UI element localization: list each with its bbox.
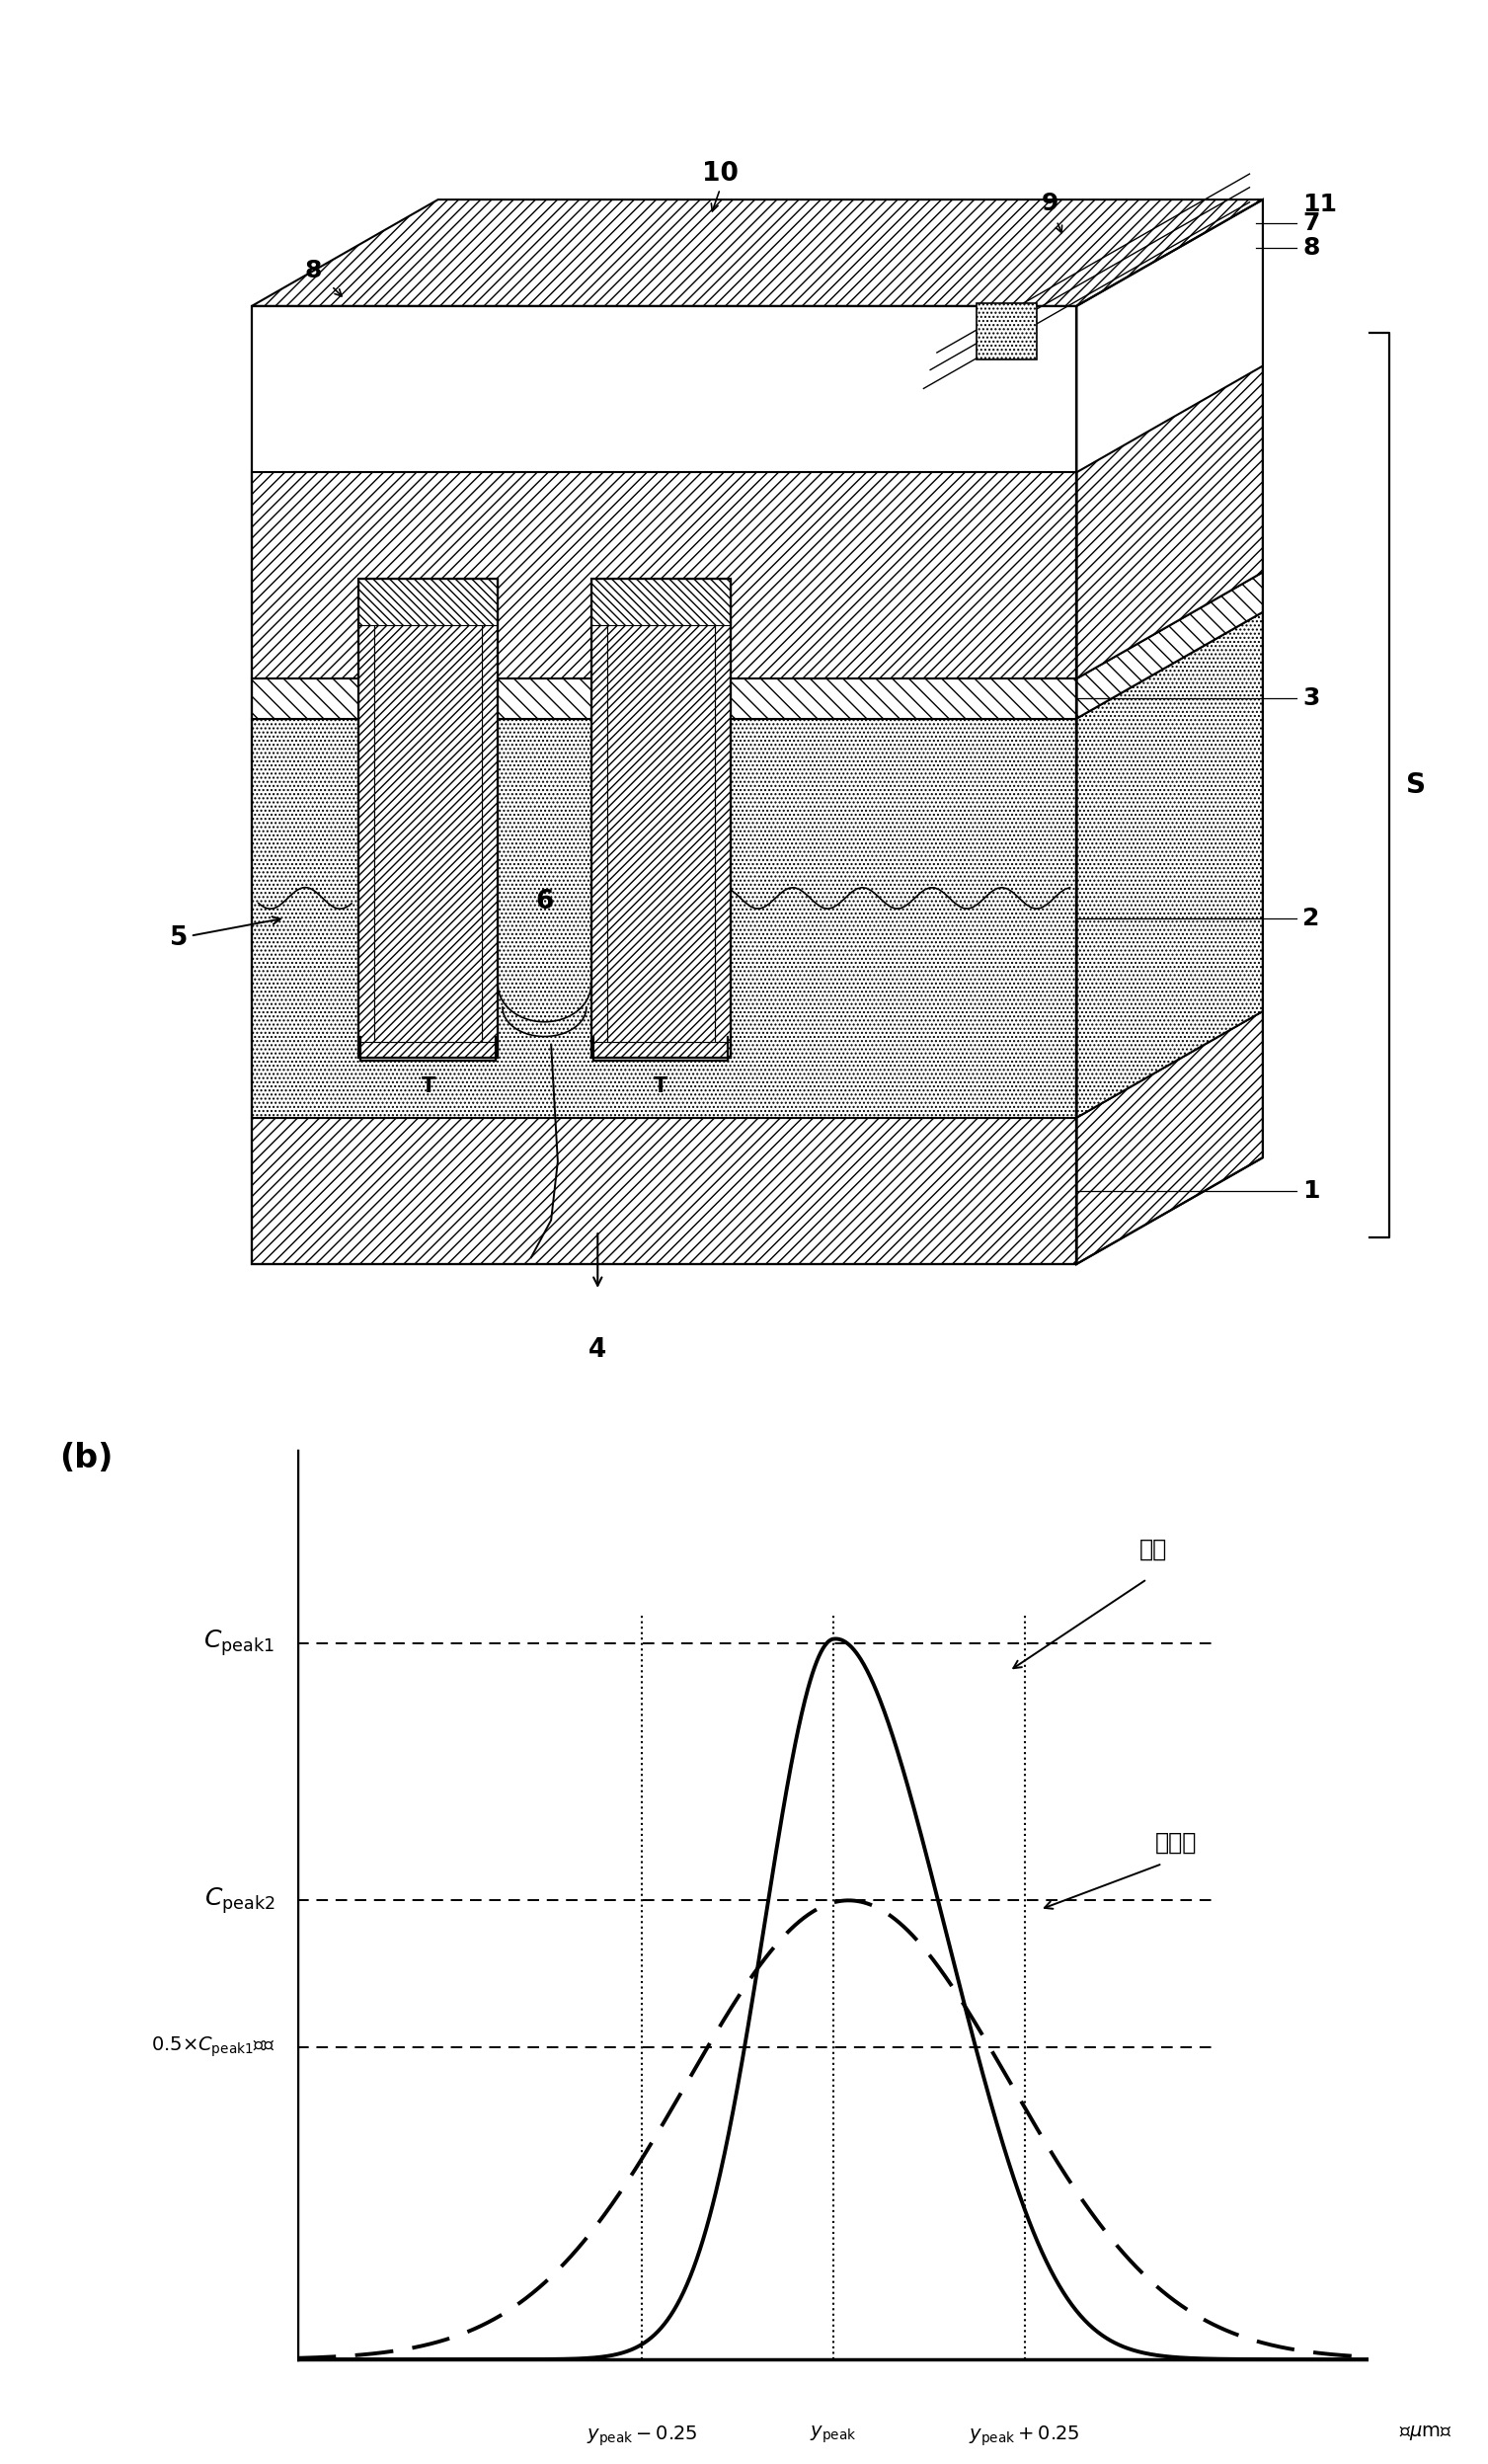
Bar: [359, 579, 498, 1057]
Bar: [976, 303, 1037, 360]
Text: 6: 6: [536, 890, 554, 914]
Text: (b): (b): [60, 1441, 113, 1473]
Text: （$\mu$m）: （$\mu$m）: [1400, 2425, 1452, 2442]
Text: 0.5×$C_{\rm peak1}$未満: 0.5×$C_{\rm peak1}$未満: [150, 2035, 275, 2060]
Polygon shape: [714, 579, 731, 1057]
Text: 8: 8: [1302, 237, 1320, 259]
Polygon shape: [1077, 611, 1263, 1119]
Text: 3: 3: [1302, 687, 1320, 710]
Polygon shape: [251, 473, 1077, 678]
Polygon shape: [1077, 1010, 1263, 1264]
Text: 8: 8: [305, 259, 323, 281]
Text: 9: 9: [1042, 192, 1058, 214]
Text: 11: 11: [1302, 192, 1338, 217]
Text: 7: 7: [1302, 212, 1320, 234]
Text: $y_{\rm peak}$: $y_{\rm peak}$: [809, 2425, 857, 2444]
Bar: [591, 579, 731, 1057]
Polygon shape: [1077, 572, 1263, 719]
Polygon shape: [359, 579, 373, 1057]
Text: 4: 4: [589, 1338, 607, 1363]
Text: $C_{\rm peak2}$: $C_{\rm peak2}$: [204, 1885, 275, 1915]
Text: 1: 1: [1302, 1178, 1320, 1202]
Polygon shape: [251, 1119, 1077, 1264]
Text: T: T: [421, 1077, 434, 1096]
Text: $y_{\rm peak}+0.25$: $y_{\rm peak}+0.25$: [969, 2425, 1080, 2447]
Text: T: T: [653, 1077, 668, 1096]
Polygon shape: [482, 579, 498, 1057]
Polygon shape: [591, 579, 731, 626]
Polygon shape: [359, 1042, 498, 1057]
Polygon shape: [251, 678, 1077, 719]
Text: 2: 2: [1302, 907, 1320, 929]
Bar: [251, 306, 1077, 1264]
Polygon shape: [373, 609, 482, 1042]
Polygon shape: [359, 579, 498, 626]
Text: $y_{\rm peak}-0.25$: $y_{\rm peak}-0.25$: [586, 2425, 698, 2447]
Polygon shape: [1077, 367, 1263, 678]
Text: 10: 10: [702, 160, 738, 187]
Text: $C_{\rm peak1}$: $C_{\rm peak1}$: [204, 1629, 275, 1658]
Text: 5: 5: [170, 917, 280, 951]
Polygon shape: [591, 579, 607, 1057]
Text: 本发明: 本发明: [1155, 1831, 1196, 1855]
Text: S: S: [1406, 771, 1426, 798]
Polygon shape: [251, 200, 1263, 306]
Polygon shape: [251, 719, 1077, 1119]
Text: 以往: 以往: [1140, 1538, 1167, 1560]
Polygon shape: [607, 609, 714, 1042]
Polygon shape: [591, 1042, 731, 1057]
